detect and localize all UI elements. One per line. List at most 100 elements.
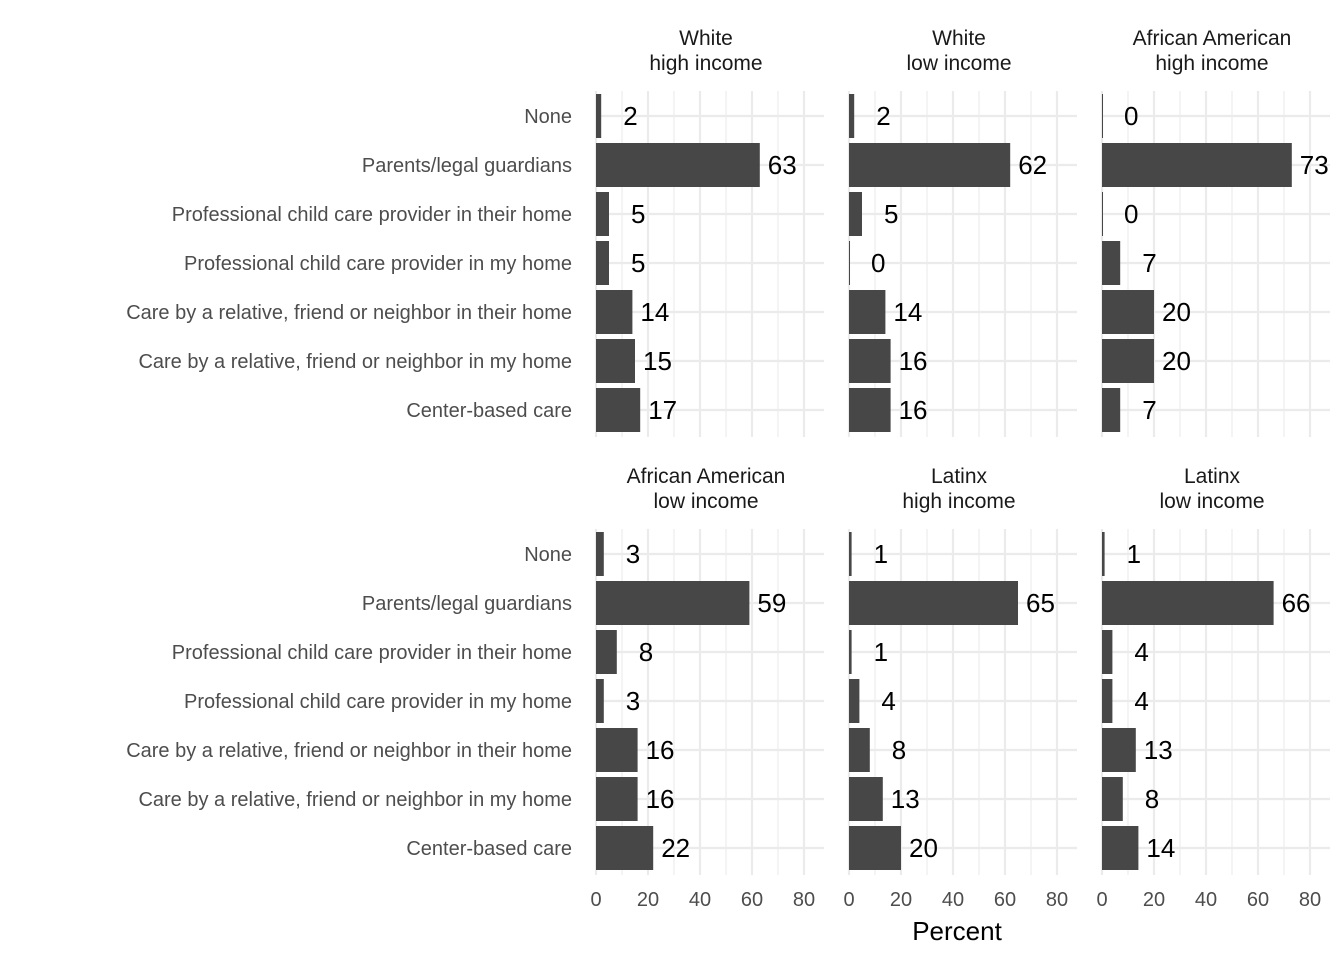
bar-parents-legal-guardians — [596, 143, 760, 187]
bar-care-by-a-relative-friend-or-neighbor-in-my-home — [596, 777, 638, 821]
value-label: 14 — [1146, 833, 1175, 863]
bar-care-by-a-relative-friend-or-neighbor-in-their-home — [849, 728, 870, 772]
x-tick-label: 40 — [1195, 889, 1217, 911]
panel-title-line: high income — [1155, 52, 1268, 75]
bar-none — [1102, 532, 1105, 576]
bar-care-by-a-relative-friend-or-neighbor-in-their-home — [1102, 728, 1136, 772]
value-label: 2 — [623, 101, 637, 131]
category-label: Professional child care provider in thei… — [172, 642, 572, 664]
panel-6: Latinx low income 1 66 4 4 13 8 14 0 20 40 60 80 — [1096, 465, 1330, 911]
value-label: 66 — [1282, 588, 1311, 618]
panel-5: Latinx high income 1 65 1 4 8 13 20 0 20 40 60 80 — [843, 465, 1077, 911]
panel-1: White high income 2 63 5 5 14 15 17 — [594, 27, 824, 437]
value-label: 5 — [631, 199, 645, 229]
bar-care-by-a-relative-friend-or-neighbor-in-my-home — [1102, 339, 1154, 383]
value-label: 73 — [1300, 150, 1329, 180]
panel-title: Latinx low income — [1159, 465, 1264, 513]
panel-title: White high income — [649, 27, 762, 75]
x-tick-label: 80 — [1046, 889, 1068, 911]
x-tick-label: 0 — [1096, 889, 1107, 911]
panel-title-line: low income — [906, 52, 1011, 75]
panel-title-line: African American — [627, 465, 786, 488]
value-label: 65 — [1026, 588, 1055, 618]
value-label: 8 — [892, 735, 906, 765]
bar-care-by-a-relative-friend-or-neighbor-in-my-home — [849, 339, 891, 383]
value-label: 8 — [1145, 784, 1159, 814]
bar-professional-child-care-provider-in-my-home — [849, 679, 860, 723]
panel-title: White low income — [906, 27, 1011, 75]
value-label: 62 — [1018, 150, 1047, 180]
category-label: Professional child care provider in my h… — [184, 253, 572, 275]
value-label: 20 — [909, 833, 938, 863]
panel-title-line: high income — [902, 490, 1015, 513]
bar-professional-child-care-provider-in-their-home — [1102, 630, 1113, 674]
bar-parents-legal-guardians — [1102, 143, 1292, 187]
value-label: 20 — [1162, 346, 1191, 376]
bar-center-based-care — [1102, 388, 1121, 432]
value-label: 15 — [643, 346, 672, 376]
value-label: 14 — [640, 297, 669, 327]
bar-center-based-care — [849, 826, 901, 870]
x-tick-label: 40 — [689, 889, 711, 911]
bar-professional-child-care-provider-in-my-home — [1102, 241, 1121, 285]
value-label: 7 — [1142, 395, 1156, 425]
bar-care-by-a-relative-friend-or-neighbor-in-my-home — [849, 777, 883, 821]
category-label: Care by a relative, friend or neighbor i… — [138, 351, 572, 373]
panel-title: African American low income — [627, 465, 786, 513]
value-label: 0 — [1124, 101, 1138, 131]
value-label: 1 — [874, 539, 888, 569]
panel-title-line: African American — [1133, 27, 1292, 50]
category-label: Parents/legal guardians — [362, 593, 572, 615]
value-label: 5 — [884, 199, 898, 229]
value-label: 5 — [631, 248, 645, 278]
panel-title: Latinx high income — [902, 465, 1015, 513]
category-label: Professional child care provider in my h… — [184, 691, 572, 713]
x-tick-label: 80 — [1299, 889, 1321, 911]
bar-care-by-a-relative-friend-or-neighbor-in-their-home — [1102, 290, 1154, 334]
value-label: 3 — [626, 686, 640, 716]
x-tick-label: 60 — [1247, 889, 1269, 911]
value-label: 4 — [1134, 637, 1148, 667]
value-label: 14 — [893, 297, 922, 327]
category-label: Care by a relative, friend or neighbor i… — [126, 740, 572, 762]
panel-title-line: low income — [1159, 490, 1264, 513]
bar-care-by-a-relative-friend-or-neighbor-in-my-home — [596, 339, 635, 383]
bar-professional-child-care-provider-in-their-home — [1102, 192, 1103, 236]
bar-parents-legal-guardians — [849, 143, 1011, 187]
bar-parents-legal-guardians — [1102, 581, 1274, 625]
panel-title: African American high income — [1133, 27, 1292, 75]
value-label: 13 — [1144, 735, 1173, 765]
bar-none — [596, 94, 602, 138]
x-tick-label: 0 — [590, 889, 601, 911]
value-label: 59 — [757, 588, 786, 618]
category-label: Care by a relative, friend or neighbor i… — [138, 789, 572, 811]
category-label: Care by a relative, friend or neighbor i… — [126, 302, 572, 324]
panel-title-line: Latinx — [1184, 465, 1241, 488]
value-label: 4 — [881, 686, 895, 716]
panel-title-line: White — [932, 27, 986, 50]
x-tick-label: 60 — [994, 889, 1016, 911]
bar-care-by-a-relative-friend-or-neighbor-in-their-home — [596, 728, 638, 772]
x-tick-label: 60 — [741, 889, 763, 911]
bar-none — [849, 94, 855, 138]
panel-2: White low income 2 62 5 0 14 16 16 — [847, 27, 1077, 437]
value-label: 16 — [646, 784, 675, 814]
value-label: 0 — [871, 248, 885, 278]
bar-professional-child-care-provider-in-my-home — [1102, 679, 1113, 723]
x-tick-label: 20 — [637, 889, 659, 911]
category-label: None — [524, 544, 572, 566]
panel-title-line: White — [679, 27, 733, 50]
bar-none — [596, 532, 604, 576]
value-label: 4 — [1134, 686, 1148, 716]
category-label: Parents/legal guardians — [362, 155, 572, 177]
x-tick-label: 20 — [890, 889, 912, 911]
x-tick-label: 40 — [942, 889, 964, 911]
value-label: 63 — [768, 150, 797, 180]
bar-professional-child-care-provider-in-my-home — [849, 241, 850, 285]
category-label: Center-based care — [406, 400, 572, 422]
category-label: None — [524, 106, 572, 128]
panel-title-line: high income — [649, 52, 762, 75]
bar-care-by-a-relative-friend-or-neighbor-in-their-home — [596, 290, 633, 334]
